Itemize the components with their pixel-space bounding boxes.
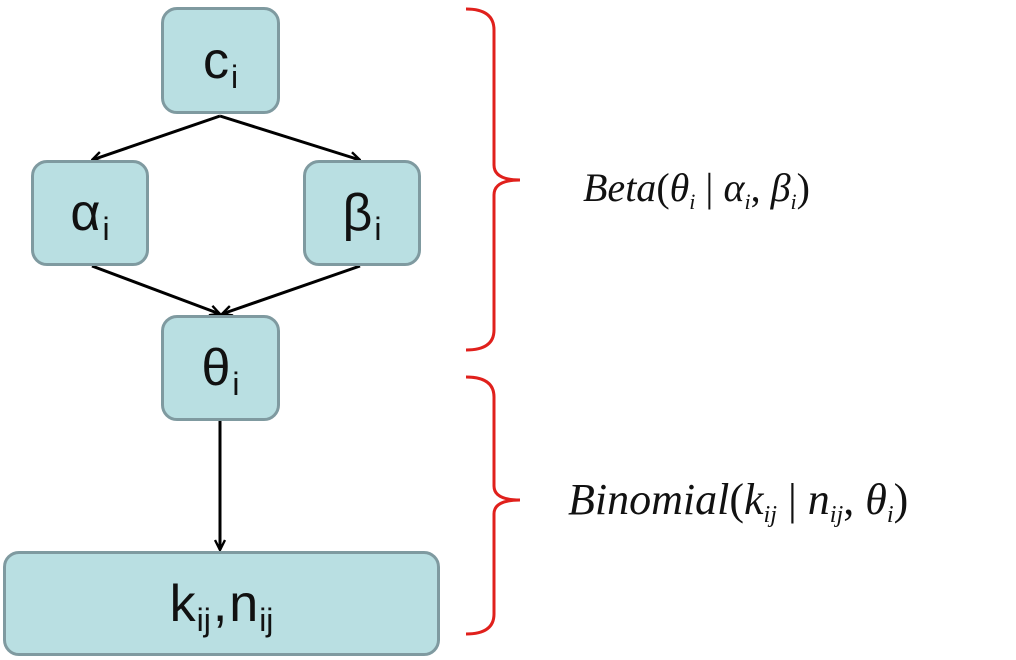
formula-beta-var-sub: i <box>689 188 696 214</box>
formula-binomial-p1: n <box>807 475 830 524</box>
node-k-sub: ij <box>196 601 211 638</box>
formula-beta-distribution: Beta(θi | αi, βi) <box>583 165 810 213</box>
formula-binomial-p2: θ <box>865 475 887 524</box>
node-k-main: k <box>169 574 196 633</box>
formula-beta-p1-sub: i <box>744 188 751 214</box>
formula-binomial-p2-sub: i <box>886 501 894 529</box>
edge-alpha-to-theta <box>91 264 220 314</box>
node-theta-main: θ <box>201 339 231 397</box>
node-c-sub: i <box>230 58 239 95</box>
formula-binomial-p1-sub: ij <box>829 501 844 529</box>
formula-binomial-open: ( <box>729 475 744 524</box>
brace-top <box>465 7 521 352</box>
node-c-main: c <box>202 31 229 90</box>
formula-beta-open: ( <box>656 165 670 210</box>
formula-beta-bar: | <box>695 165 724 210</box>
edge-c-to-alpha <box>92 114 221 160</box>
formula-binomial-bar: | <box>776 475 808 524</box>
formula-beta-p2: β <box>770 165 791 210</box>
formula-beta-p2-sub: i <box>790 188 797 214</box>
node-n-main: n <box>229 574 259 633</box>
node-beta-main: β <box>342 184 373 242</box>
node-k-n: k ij, n ij <box>3 551 440 656</box>
formula-binomial-var: k <box>743 475 764 524</box>
edge-c-to-beta <box>219 114 360 160</box>
formula-binomial-close: ) <box>893 475 909 524</box>
formula-binomial-name: Binomial <box>568 475 730 524</box>
formula-binomial-distribution: Binomial(kij | nij, θi) <box>568 475 909 528</box>
node-theta-sub: i <box>232 366 240 402</box>
node-n-sub: ij <box>259 601 274 638</box>
node-alpha-sub: i <box>102 211 110 247</box>
formula-binomial-var-sub: ij <box>763 501 777 529</box>
node-k-comma: , <box>212 574 228 633</box>
brace-bottom <box>465 375 521 636</box>
formula-beta-close: ) <box>796 165 810 210</box>
node-alpha-main: α <box>70 184 101 242</box>
formula-beta-name: Beta <box>583 165 657 210</box>
formula-beta-p1: α <box>723 165 745 210</box>
formula-beta-var: θ <box>669 165 690 210</box>
edge-beta-to-theta <box>222 264 361 314</box>
node-beta-sub: i <box>374 211 382 247</box>
formula-binomial-sep: , <box>843 475 866 524</box>
formula-beta-sep: , <box>750 165 771 210</box>
